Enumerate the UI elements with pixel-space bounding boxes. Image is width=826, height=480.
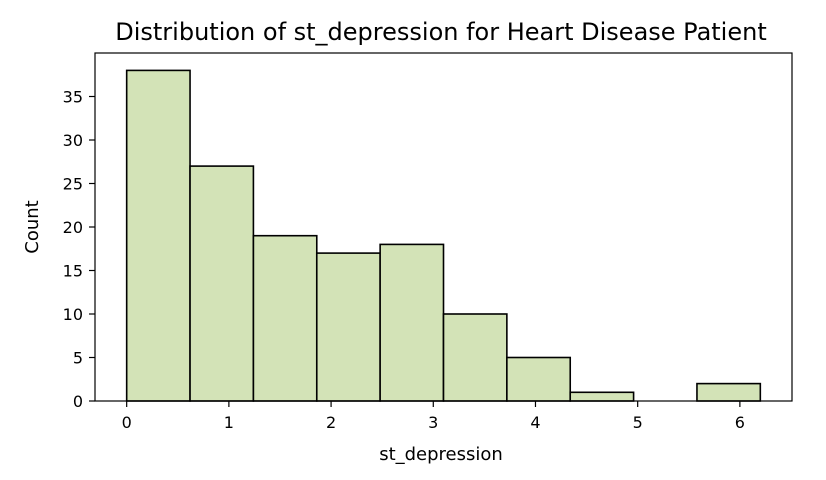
x-tick-label: 1 bbox=[224, 413, 234, 432]
histogram-bar bbox=[252, 234, 318, 402]
y-tick-label: 15 bbox=[63, 262, 83, 281]
x-tick-label: 0 bbox=[122, 413, 132, 432]
y-tick-label: 30 bbox=[63, 131, 83, 150]
chart-title: Distribution of st_depression for Heart … bbox=[115, 18, 767, 46]
histogram-bar bbox=[569, 391, 635, 402]
x-tick-label: 5 bbox=[633, 413, 643, 432]
histogram-bar bbox=[442, 313, 508, 402]
y-axis-label: Count bbox=[22, 200, 43, 253]
histogram-bar bbox=[125, 69, 191, 402]
x-tick-label: 6 bbox=[735, 413, 745, 432]
histogram-bar bbox=[189, 165, 255, 402]
y-tick-label: 5 bbox=[73, 349, 83, 368]
histogram-bar bbox=[696, 382, 762, 402]
x-tick-label: 3 bbox=[428, 413, 438, 432]
histogram-bar bbox=[379, 243, 445, 402]
ticks-layer: 0 1 2 3 4 5 6 0 5 10 15 20 25 30 35 bbox=[63, 88, 745, 433]
histogram-bar bbox=[315, 252, 381, 402]
histogram-bar bbox=[506, 356, 572, 402]
y-tick-label: 20 bbox=[63, 218, 83, 237]
x-axis-label: st_depression bbox=[379, 444, 503, 465]
y-tick-label: 25 bbox=[63, 175, 83, 194]
plot-frame bbox=[94, 52, 793, 402]
y-tick-label: 0 bbox=[73, 392, 83, 411]
x-tick-label: 4 bbox=[530, 413, 540, 432]
y-tick-label: 10 bbox=[63, 305, 83, 324]
bars-layer bbox=[125, 69, 762, 402]
y-tick-label: 35 bbox=[63, 88, 83, 107]
x-tick-label: 2 bbox=[326, 413, 336, 432]
